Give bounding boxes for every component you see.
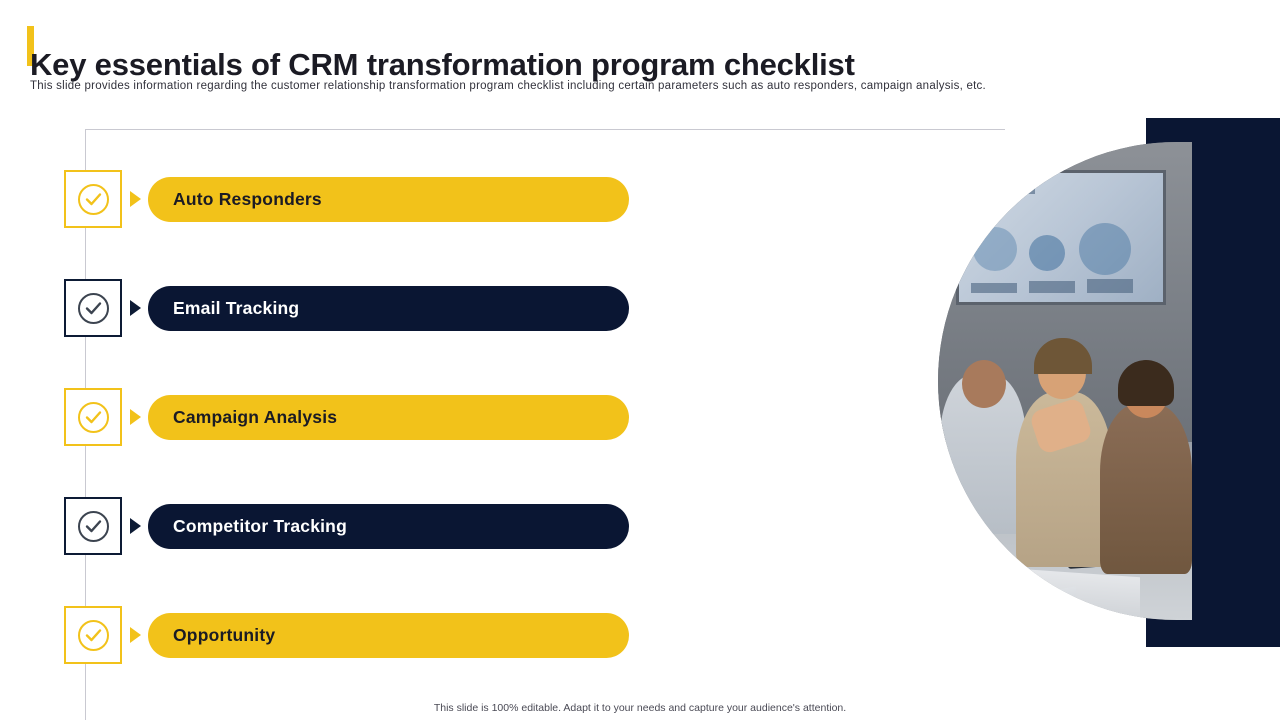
pill-label-5[interactable]: Opportunity — [148, 612, 629, 658]
checklist: Auto Responders Email Tracking Campaign … — [64, 170, 629, 664]
checklist-item-campaign-analysis[interactable]: Campaign Analysis — [64, 388, 629, 446]
checklist-item-opportunity[interactable]: Opportunity — [64, 606, 629, 664]
checkbox-4[interactable] — [64, 497, 122, 555]
check-circle-icon — [77, 292, 109, 324]
checkbox-1[interactable] — [64, 170, 122, 228]
check-circle-icon — [77, 401, 109, 433]
pill-label-4[interactable]: Competitor Tracking — [148, 503, 629, 549]
title-accent-bar — [27, 26, 34, 66]
screen-graphic — [956, 170, 1166, 305]
check-circle-icon — [77, 510, 109, 542]
arrow-right-icon-1 — [130, 191, 141, 207]
team-celebrating-photo — [938, 142, 1192, 620]
page-title: Key essentials of CRM transformation pro… — [30, 46, 855, 82]
checklist-item-competitor-tracking[interactable]: Competitor Tracking — [64, 497, 629, 555]
arrow-right-icon-2 — [130, 300, 141, 316]
arrow-right-icon-5 — [130, 627, 141, 643]
checkbox-5[interactable] — [64, 606, 122, 664]
pill-label-3[interactable]: Campaign Analysis — [148, 394, 629, 440]
checklist-item-auto-responders[interactable]: Auto Responders — [64, 170, 629, 228]
arrow-right-icon-3 — [130, 409, 141, 425]
checkbox-3[interactable] — [64, 388, 122, 446]
checkbox-2[interactable] — [64, 279, 122, 337]
footer-note: This slide is 100% editable. Adapt it to… — [433, 702, 847, 714]
check-circle-icon — [77, 183, 109, 215]
page-subtitle: This slide provides information regardin… — [30, 80, 986, 92]
checklist-item-email-tracking[interactable]: Email Tracking — [64, 279, 629, 337]
page-number: 86 — [1253, 698, 1266, 710]
arrow-right-icon-4 — [130, 518, 141, 534]
pill-label-2[interactable]: Email Tracking — [148, 285, 629, 331]
pill-label-1[interactable]: Auto Responders — [148, 176, 629, 222]
check-circle-icon — [77, 619, 109, 651]
